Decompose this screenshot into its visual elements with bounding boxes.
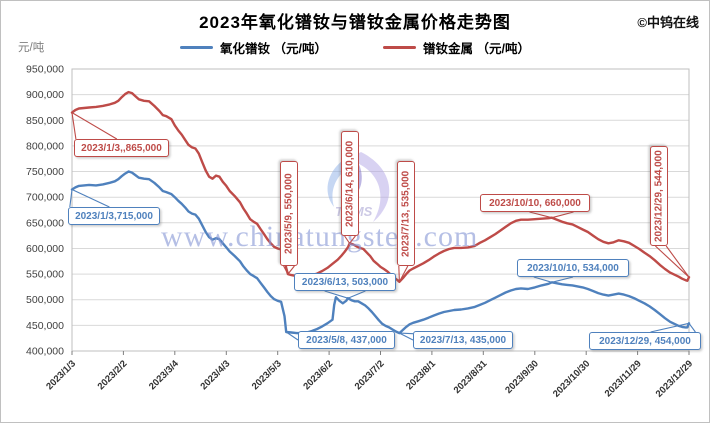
svg-text:400,000: 400,000 <box>26 346 64 358</box>
svg-text:2023/9/30: 2023/9/30 <box>503 358 541 396</box>
callout-oxide-jan: 2023/1/3,715,000 <box>68 207 160 225</box>
svg-text:2023/1/3: 2023/1/3 <box>44 358 78 392</box>
svg-text:2023/7/2: 2023/7/2 <box>353 358 387 392</box>
svg-text:2023/3/4: 2023/3/4 <box>147 358 181 392</box>
svg-text:2023/4/3: 2023/4/3 <box>198 358 232 392</box>
svg-text:2023/8/1: 2023/8/1 <box>404 358 438 392</box>
svg-text:2023/12/29: 2023/12/29 <box>654 358 695 399</box>
callout-metal-oct-peak: 2023/10/10, 660,000 <box>480 194 590 212</box>
svg-text:500,000: 500,000 <box>26 294 64 306</box>
legend-item-metal: 镨钕金属 （元/吨） <box>383 38 530 57</box>
legend-item-oxide: 氧化镨钕 （元/吨） <box>180 38 327 57</box>
legend-label-metal: 镨钕金属 （元/吨） <box>423 42 530 56</box>
metal-line-swatch <box>383 45 416 50</box>
svg-text:750,000: 750,000 <box>26 166 64 178</box>
y-axis-labels: 950,000 900,000 850,000 800,000 750,000 700,0… <box>26 64 64 358</box>
callout-oxide-may-low: 2023/5/8, 437,000 <box>298 331 395 349</box>
oxide-line-swatch <box>180 45 214 50</box>
svg-text:950,000: 950,000 <box>26 64 64 76</box>
callout-oxide-oct-peak: 2023/10/10, 534,000 <box>517 259 629 277</box>
callout-metal-dec: 2023/12/29, 544,000 <box>650 146 668 246</box>
y-axis-unit-label: 元/吨 <box>18 42 45 54</box>
callout-metal-jul-low: 2023/7/13, 535,000 <box>397 161 415 266</box>
watermark-text: www.chinatungsten.com <box>161 220 479 253</box>
x-axis-labels: 2023/1/3 2023/2/2 2023/3/4 2023/4/3 2023/5/3… <box>44 351 695 400</box>
svg-text:550,000: 550,000 <box>26 269 64 281</box>
callout-metal-jun-peak: 2023/6/14, 610,000 <box>341 131 359 236</box>
svg-text:650,000: 650,000 <box>26 217 64 229</box>
svg-text:450,000: 450,000 <box>26 320 64 332</box>
callout-metal-jan: 2023/1/3,,865,000 <box>74 139 169 157</box>
callout-oxide-jul-low: 2023/7/13, 435,000 <box>413 331 513 349</box>
svg-text:2023/6/2: 2023/6/2 <box>301 358 335 392</box>
svg-text:700,000: 700,000 <box>26 192 64 204</box>
svg-text:2023/8/31: 2023/8/31 <box>452 358 490 396</box>
series-氧化镨钕 <box>70 170 691 335</box>
svg-text:2023/2/2: 2023/2/2 <box>96 358 130 392</box>
legend-label-oxide: 氧化镨钕 （元/吨） <box>220 42 327 56</box>
copyright-label: ©中钨在线 <box>637 15 699 30</box>
svg-text:800,000: 800,000 <box>26 140 64 152</box>
legend: 氧化镨钕 （元/吨） 镨钕金属 （元/吨） <box>1 38 709 57</box>
page-title: 2023年氧化镨钕与镨钕金属价格走势图 <box>199 13 511 32</box>
callout-metal-may-low: 2023/5/9, 550,000 <box>280 161 298 266</box>
svg-text:900,000: 900,000 <box>26 89 64 101</box>
svg-text:600,000: 600,000 <box>26 243 64 255</box>
svg-text:850,000: 850,000 <box>26 115 64 127</box>
callout-oxide-dec: 2023/12/29, 454,000 <box>589 332 701 350</box>
callout-oxide-jun-peak: 2023/6/13, 503,000 <box>294 273 396 291</box>
svg-text:2023/10/30: 2023/10/30 <box>551 358 592 399</box>
svg-text:2023/5/3: 2023/5/3 <box>250 358 284 392</box>
series-镨钕金属 <box>70 90 691 283</box>
svg-text:2023/11/29: 2023/11/29 <box>603 358 644 399</box>
